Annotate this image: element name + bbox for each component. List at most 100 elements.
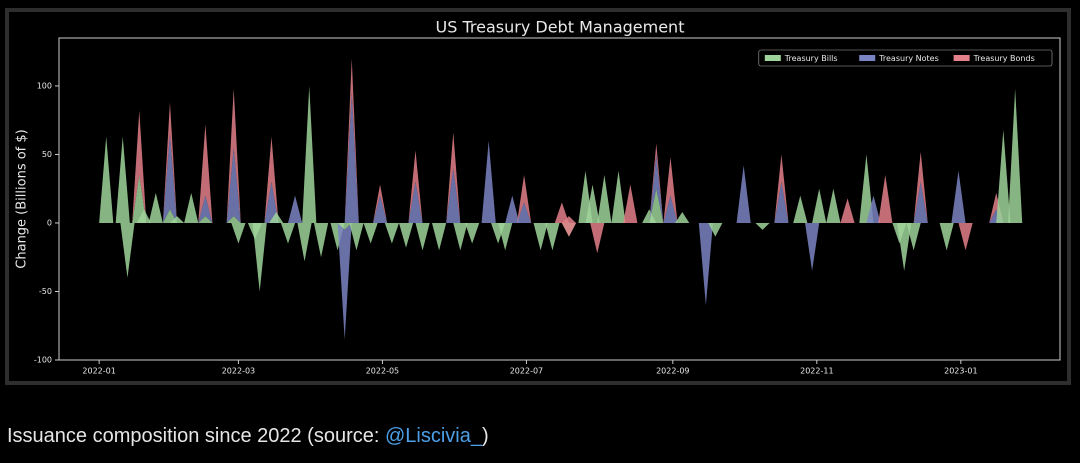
spike (344, 92, 359, 223)
spike (269, 212, 284, 223)
spike (897, 222, 912, 271)
spike (906, 222, 921, 251)
spike (812, 188, 827, 223)
spike (297, 222, 312, 262)
spike (198, 195, 213, 223)
spike (755, 222, 770, 230)
y-tick-label: 0 (47, 218, 52, 227)
spike (913, 151, 928, 223)
spike (231, 222, 246, 244)
spike (481, 140, 496, 223)
spike (554, 202, 569, 223)
spike (675, 212, 690, 223)
spike (169, 216, 185, 223)
spike (398, 222, 414, 248)
spike (585, 184, 600, 223)
spike (226, 147, 241, 223)
spike (453, 222, 468, 251)
spike (132, 175, 147, 223)
chart: US Treasury Debt Management Change (Bill… (5, 8, 1071, 385)
spike (736, 165, 751, 223)
x-tick-label: 2022-11 (800, 367, 833, 376)
spike (313, 222, 329, 258)
spike (517, 202, 532, 223)
spike (446, 168, 461, 223)
x-tick-label: 2022-01 (82, 367, 115, 376)
spike (280, 222, 296, 244)
spike (198, 124, 213, 223)
spike (663, 157, 678, 223)
caption-suffix: ) (482, 425, 489, 447)
spike (372, 184, 388, 223)
spike (597, 175, 612, 223)
spike (649, 154, 664, 223)
x-tick-label: 2022-05 (366, 367, 399, 376)
spike (649, 188, 664, 223)
x-tick-label: 2023-01 (944, 367, 977, 376)
spike (533, 222, 548, 251)
legend-swatch (859, 55, 876, 61)
spike (408, 181, 423, 223)
spike (517, 175, 532, 223)
spike (793, 195, 808, 223)
spike (774, 181, 789, 223)
x-tick-label: 2022-03 (222, 367, 255, 376)
x-tick-label: 2022-07 (510, 367, 543, 376)
spike (590, 222, 605, 254)
spike (611, 170, 626, 223)
spike (226, 216, 241, 223)
y-tick-label: -100 (34, 356, 52, 365)
y-tick-label: 50 (42, 150, 52, 159)
caption-link[interactable]: @Liscivia_ (384, 425, 482, 447)
spike (349, 222, 364, 251)
spike (826, 188, 841, 223)
spike (120, 222, 135, 278)
spike (866, 195, 881, 223)
spike (623, 184, 638, 223)
legend-swatch (764, 55, 781, 61)
spike (384, 222, 399, 244)
spike (99, 136, 114, 223)
spike (840, 198, 855, 223)
spike (505, 195, 520, 223)
y-tick-label: -50 (39, 287, 52, 296)
spike (545, 222, 560, 251)
spike (162, 133, 178, 223)
legend-label: Treasury Notes (878, 54, 939, 63)
spike (498, 222, 513, 251)
spike (774, 154, 789, 223)
spike (996, 129, 1011, 223)
spike (252, 222, 267, 292)
spike (415, 222, 430, 251)
y-axis-label: Change (Billions of $) (15, 129, 30, 268)
spike (372, 195, 388, 223)
spike (302, 85, 317, 223)
plot-border (58, 37, 1061, 361)
spike (337, 222, 352, 230)
spike (344, 58, 359, 223)
spike (363, 222, 378, 244)
spike (913, 181, 928, 223)
spike (337, 222, 352, 340)
spike (958, 222, 973, 251)
spike (184, 192, 199, 223)
spike (859, 154, 874, 223)
spike (115, 136, 130, 223)
spike (408, 150, 423, 223)
spike (288, 195, 303, 223)
spike (264, 136, 279, 223)
spike (446, 132, 461, 223)
spike (561, 216, 577, 237)
y-tick-label: 100 (37, 81, 52, 90)
spike (148, 192, 163, 223)
spike (708, 222, 723, 237)
spike (132, 110, 147, 223)
spike (264, 181, 279, 223)
spike (805, 222, 820, 271)
caption-text: Issuance composition since 2022 (source: (7, 425, 385, 447)
spike (226, 88, 241, 223)
spike (465, 222, 480, 244)
chart-title: US Treasury Debt Management (436, 18, 685, 37)
spike (198, 216, 213, 223)
